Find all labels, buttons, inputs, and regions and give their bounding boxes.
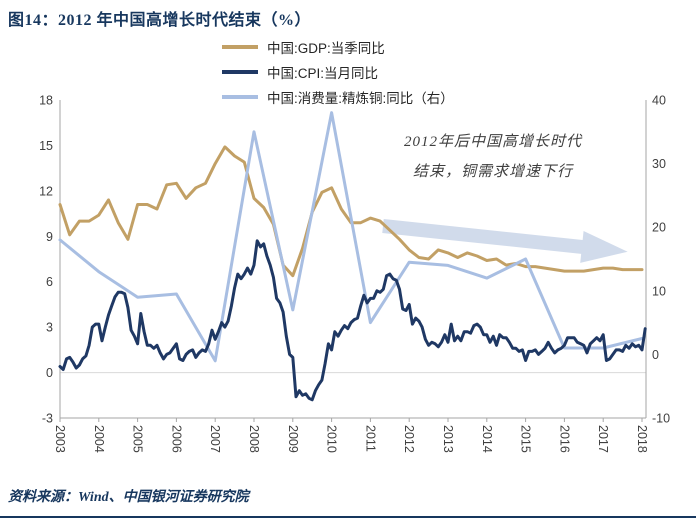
legend-item-cpi: 中国:CPI:当月同比 — [222, 61, 454, 82]
x-axis-label: 2003 — [53, 425, 67, 453]
bottom-divider — [0, 516, 696, 518]
x-axis-label: 2018 — [635, 425, 649, 453]
x-axis-label: 2014 — [480, 425, 494, 453]
x-axis-label: 2012 — [402, 425, 416, 453]
left-axis-label: 12 — [39, 184, 53, 198]
legend-label-cpi: 中国:CPI:当月同比 — [267, 65, 379, 81]
chart-annotation: 2012年后中国高增长时代 结束，铜需求增速下行 — [372, 127, 614, 187]
right-axis-label: 40 — [652, 94, 666, 108]
x-axis-label: 2005 — [131, 425, 145, 453]
figure-title: 图14：2012 年中国高增长时代结束（%） — [8, 12, 312, 29]
chart-legend: 中国:GDP:当季同比 中国:CPI:当月同比 中国:消费量:精炼铜:同比（右） — [222, 36, 454, 111]
annotation-line1: 2012年后中国高增长时代 — [403, 134, 582, 150]
legend-item-copper: 中国:消费量:精炼铜:同比（右） — [222, 86, 454, 107]
copper-line — [58, 111, 644, 363]
legend-item-gdp: 中国:GDP:当季同比 — [222, 36, 454, 57]
cpi-line — [58, 239, 647, 402]
x-axis-label: 2013 — [441, 425, 455, 453]
right-axis-label: 10 — [652, 284, 666, 298]
copper-line-swatch — [222, 94, 258, 99]
x-axis-label: 2016 — [557, 425, 571, 453]
trend-arrow — [382, 219, 628, 263]
x-axis-label: 2009 — [286, 425, 300, 453]
left-axis-label: 6 — [46, 275, 53, 289]
left-axis-label: 9 — [46, 230, 53, 244]
x-axis-label: 2017 — [596, 425, 610, 453]
right-axis-label: 0 — [652, 348, 659, 362]
source-note: 资料来源：Wind、中国银河证券研究院 — [8, 490, 249, 505]
right-axis-label: 30 — [652, 157, 666, 171]
left-axis-label: -3 — [42, 412, 53, 426]
left-axis-label: 3 — [46, 321, 53, 335]
right-axis-label: 20 — [652, 221, 666, 235]
right-axis-label: -10 — [652, 412, 670, 426]
left-axis-label: 0 — [46, 366, 53, 380]
x-axis-label: 2006 — [169, 425, 183, 453]
x-axis-label: 2008 — [247, 425, 261, 453]
x-axis-label: 2010 — [325, 425, 339, 453]
x-axis-label: 2015 — [519, 425, 533, 453]
gdp-line-swatch — [222, 44, 258, 49]
x-axis-label: 2004 — [92, 425, 106, 453]
left-axis-label: 18 — [39, 94, 53, 108]
left-axis-label: 15 — [39, 139, 53, 153]
x-axis-label: 2011 — [363, 425, 377, 452]
annotation-line2: 结束，铜需求增速下行 — [412, 164, 573, 180]
legend-label-gdp: 中国:GDP:当季同比 — [267, 40, 385, 56]
x-axis-label: 2007 — [208, 425, 222, 453]
cpi-line-swatch — [222, 69, 258, 74]
legend-label-copper: 中国:消费量:精炼铜:同比（右） — [267, 90, 454, 106]
